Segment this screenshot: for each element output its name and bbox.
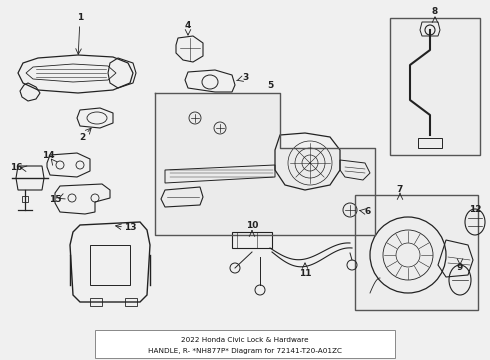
Text: 4: 4 (185, 21, 191, 30)
Bar (90, 298, 102, 306)
Bar (125, 298, 137, 306)
Text: 2022 Honda Civic Lock & Hardware: 2022 Honda Civic Lock & Hardware (181, 337, 309, 343)
Bar (232, 232, 272, 248)
Bar (390, 18, 480, 155)
Bar (355, 195, 478, 310)
Bar (22, 196, 28, 202)
Text: 3: 3 (242, 73, 248, 82)
Text: 10: 10 (246, 220, 258, 230)
Bar (418, 138, 442, 148)
Bar (95, 330, 395, 358)
Text: 15: 15 (49, 195, 61, 204)
Text: 7: 7 (397, 185, 403, 194)
Text: 5: 5 (267, 81, 273, 90)
Text: 12: 12 (469, 206, 481, 215)
Bar (90, 245, 130, 285)
Text: 6: 6 (365, 207, 371, 216)
Text: 13: 13 (124, 224, 136, 233)
Text: 2: 2 (79, 134, 85, 143)
PathPatch shape (155, 93, 375, 235)
Text: 14: 14 (42, 150, 54, 159)
Bar (355, 195, 478, 310)
Text: HANDLE, R- *NH877P* Diagram for 72141-T20-A01ZC: HANDLE, R- *NH877P* Diagram for 72141-T2… (148, 348, 342, 354)
Text: 9: 9 (457, 264, 463, 273)
Text: 1: 1 (77, 13, 83, 22)
Text: 8: 8 (432, 8, 438, 17)
Text: 11: 11 (299, 269, 311, 278)
Bar (390, 18, 480, 155)
Text: 16: 16 (10, 162, 22, 171)
